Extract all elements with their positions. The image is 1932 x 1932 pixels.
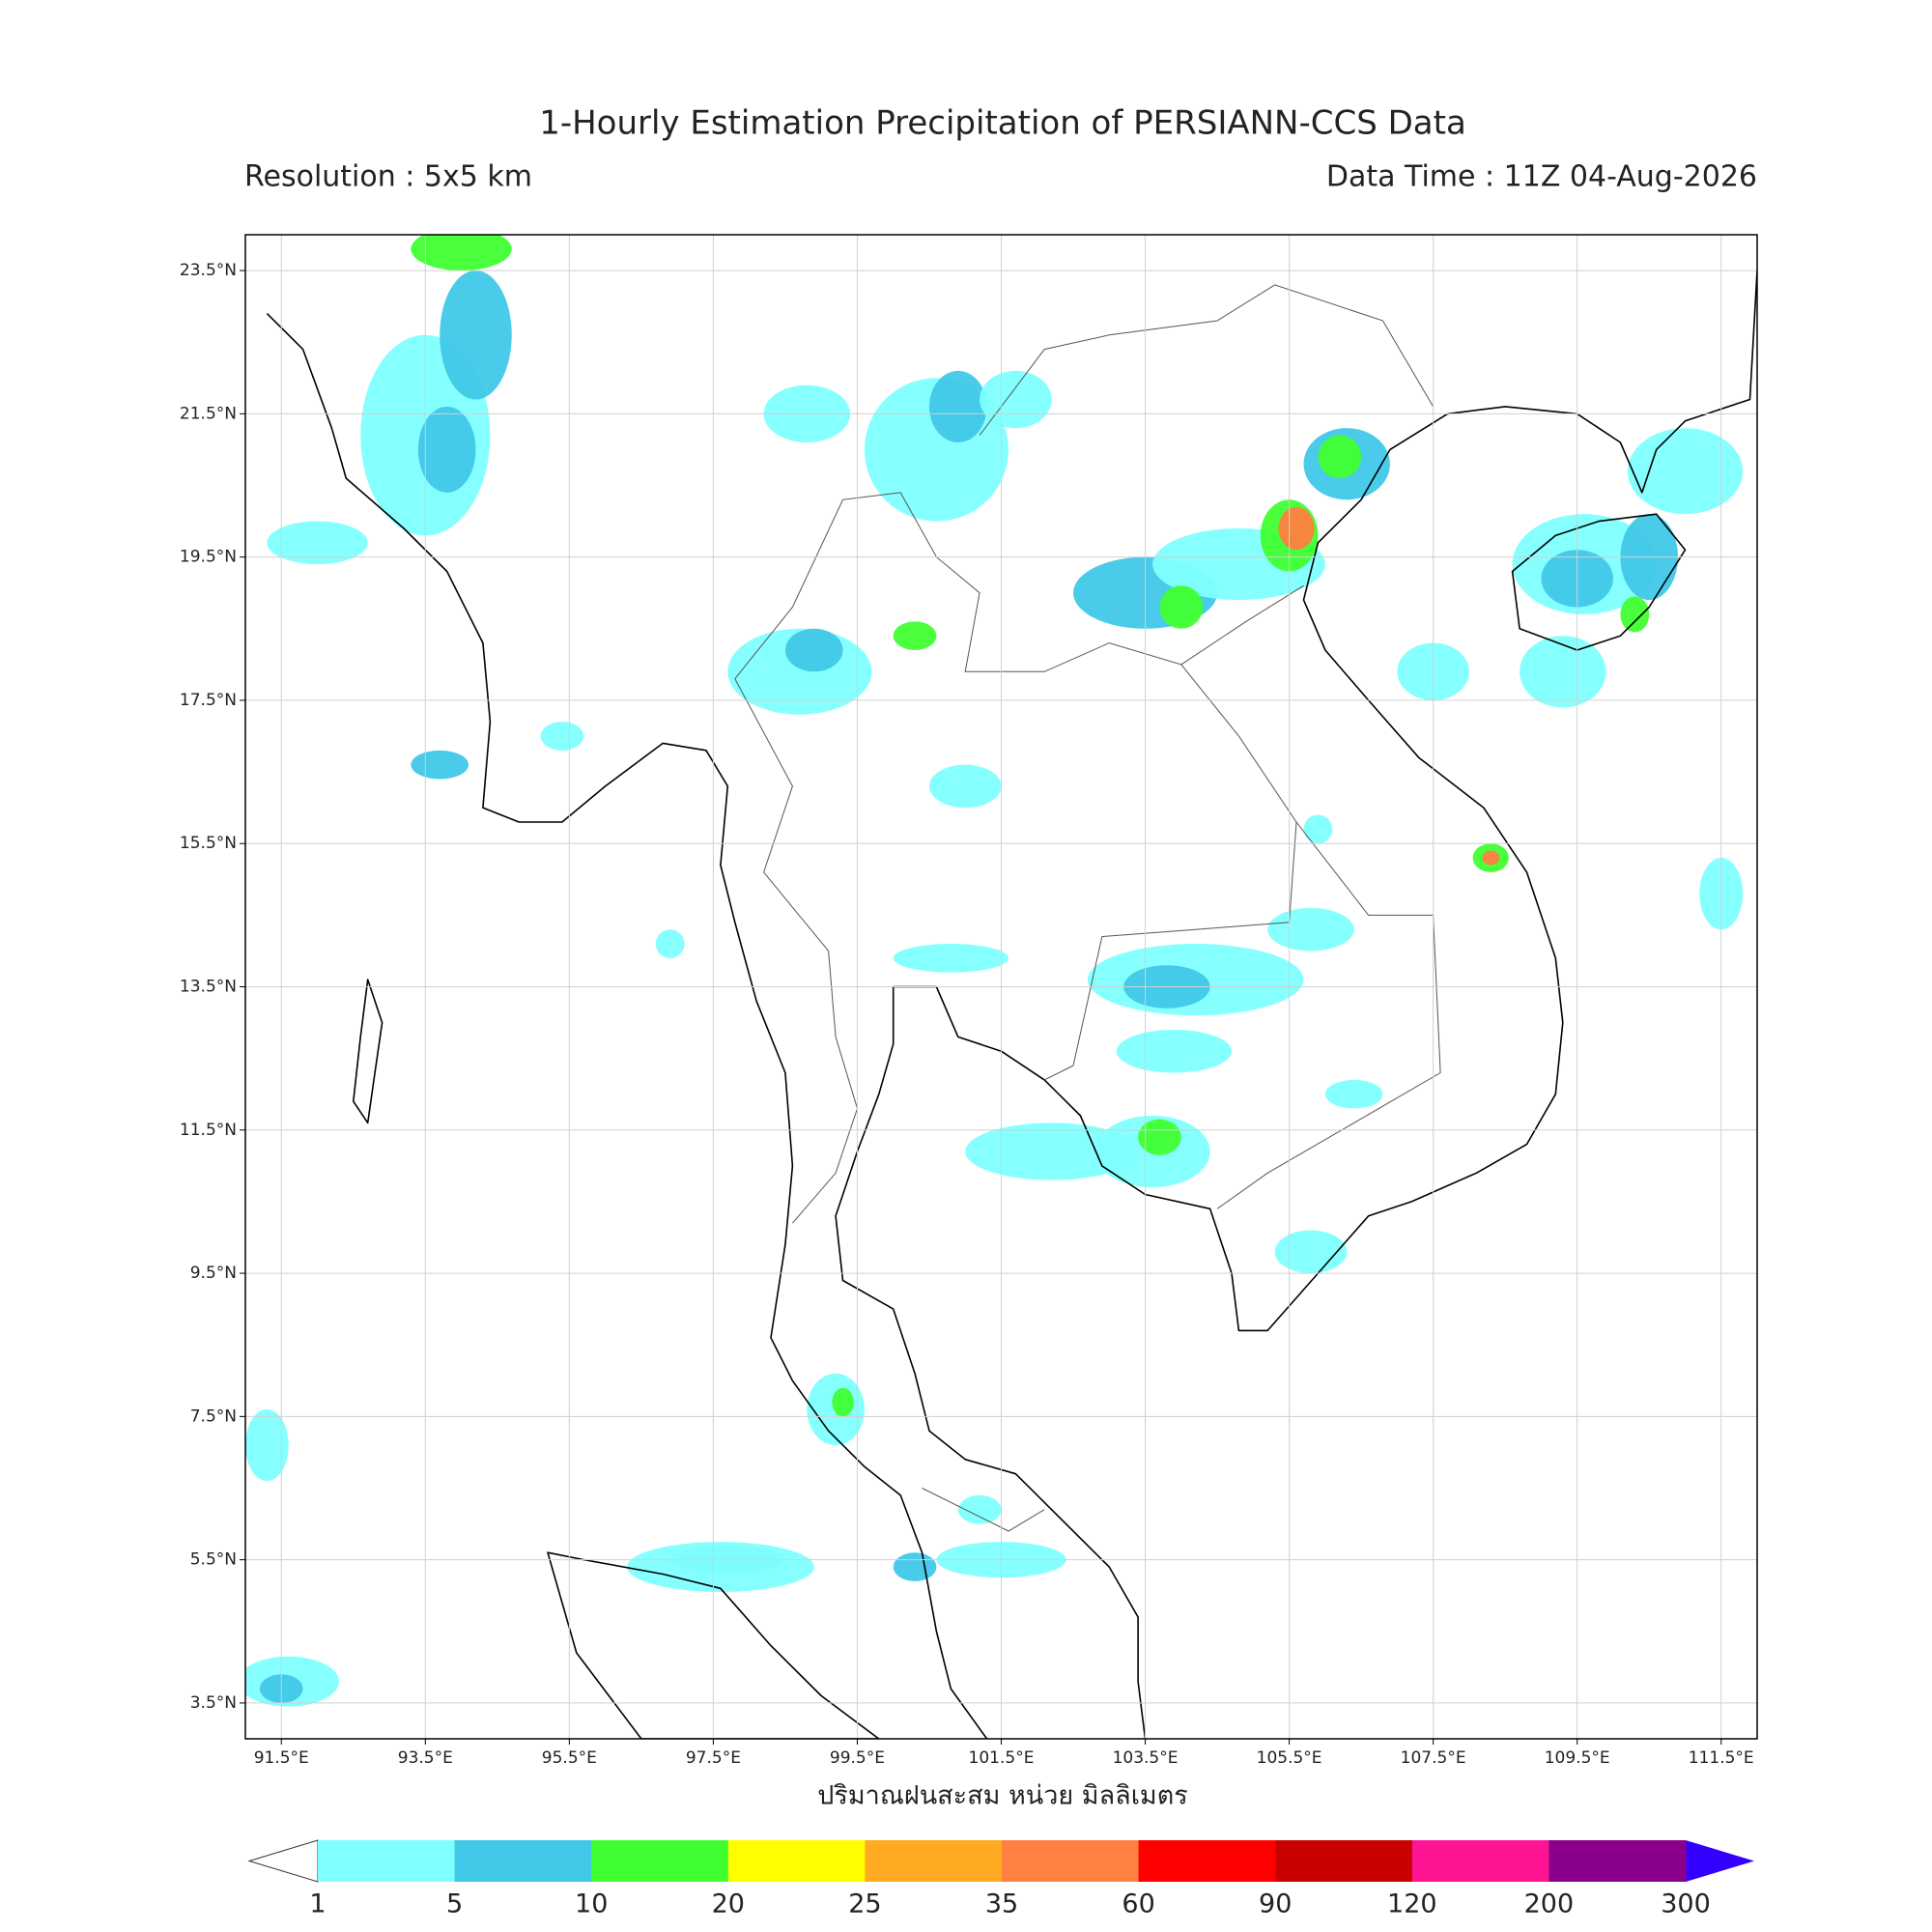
x-tick-label: 107.5°E (1401, 1748, 1466, 1768)
colorbar-segment (591, 1840, 729, 1882)
y-tick-label: 3.5°N (190, 1693, 237, 1713)
rain-area (1278, 506, 1315, 551)
x-tick-label: 111.5°E (1689, 1748, 1754, 1768)
rain-area (245, 1408, 289, 1482)
thailand-border (734, 678, 859, 1224)
colorbar-segment (1138, 1840, 1276, 1882)
thailand-border (922, 1488, 1045, 1532)
x-axis-label: ปริมาณฝนสะสม หน่วย มิลลิเมตร (817, 1781, 1188, 1811)
x-tick-label: 95.5°E (542, 1748, 597, 1768)
y-tick-label: 17.5°N (180, 691, 237, 710)
data-time: Data Time : 11Z 04-Aug-2026 (1326, 160, 1757, 194)
rain-area (893, 1552, 937, 1581)
y-tick-label: 21.5°N (180, 404, 237, 423)
map-content (245, 235, 1757, 1739)
rain-area (1116, 1029, 1232, 1073)
colorbar-label: 5 (446, 1889, 463, 1919)
colorbar-segment (1275, 1840, 1413, 1882)
coastline (835, 270, 1757, 1739)
colorbar-label: 300 (1661, 1889, 1711, 1919)
rain-area (540, 722, 584, 751)
colorbar-label: 90 (1259, 1889, 1292, 1919)
x-tick-label: 109.5°E (1545, 1748, 1610, 1768)
rain-area (440, 270, 512, 400)
y-tick-label: 15.5°N (180, 834, 237, 853)
colorbar-segment (727, 1840, 866, 1882)
island (1511, 513, 1687, 651)
rain-area (1267, 907, 1354, 952)
rain-area (1482, 850, 1500, 866)
x-tick-label: 105.5°E (1257, 1748, 1322, 1768)
colorbar-label: 25 (848, 1889, 881, 1919)
colorbar-segment (454, 1840, 592, 1882)
rain-area (957, 1494, 1002, 1524)
colorbar-label: 200 (1524, 1889, 1575, 1919)
colorbar-segment (1411, 1840, 1549, 1882)
rain-area (965, 1122, 1139, 1180)
country-border (979, 284, 1435, 436)
country-border (1216, 821, 1441, 1209)
rain-area (928, 370, 987, 443)
rain-area (411, 235, 512, 271)
y-tick-label: 19.5°N (180, 548, 237, 567)
rain-area (417, 406, 476, 493)
y-tick-label: 9.5°N (190, 1264, 237, 1283)
resolution: Resolution : 5x5 km (244, 160, 532, 194)
x-tick-label: 93.5°E (398, 1748, 453, 1768)
colorbar-label: 20 (712, 1889, 745, 1919)
rain-area (267, 521, 368, 565)
colorbar-label: 10 (575, 1889, 608, 1919)
y-tick-label: 11.5°N (180, 1121, 237, 1140)
title: 1-Hourly Estimation Precipitation of PER… (539, 104, 1466, 143)
colorbar-label: 1 (309, 1889, 326, 1919)
rain-area (928, 764, 1002, 809)
rain-area (784, 628, 843, 672)
colorbar-segment (1002, 1840, 1140, 1882)
x-tick-label: 101.5°E (969, 1748, 1035, 1768)
thailand-border (734, 492, 1297, 1081)
colorbar: 1 5 10 20 25 35 60 90 120 200 300 (247, 1839, 1754, 1919)
rain-area (1303, 814, 1333, 844)
colorbar-segment (1548, 1840, 1687, 1882)
y-tick-label: 13.5°N (180, 978, 237, 997)
rain-area (893, 944, 1009, 973)
colorbar-label: 120 (1387, 1889, 1437, 1919)
rain-area (1620, 596, 1650, 633)
rain-area (1520, 636, 1606, 708)
rain-area (832, 1387, 854, 1417)
coastline (266, 313, 988, 1739)
y-tick-label: 5.5°N (190, 1550, 237, 1570)
rain-area (893, 621, 937, 651)
colorbar-under (247, 1839, 319, 1883)
x-tick-label: 91.5°E (254, 1748, 309, 1768)
rain-area (1627, 428, 1744, 515)
y-tick-label: 23.5°N (180, 261, 237, 280)
rain-area (1318, 435, 1362, 479)
colorbar-segment (865, 1840, 1003, 1882)
island (547, 1551, 880, 1739)
map: 91.5°E 93.5°E 95.5°E 97.5°E 99.5°E 101.5°E 103… (180, 234, 1758, 1768)
colorbar-label: 60 (1122, 1889, 1154, 1919)
y-tick-label: 7.5°N (190, 1406, 237, 1426)
rain-area (626, 1542, 814, 1593)
colorbar-over (1686, 1840, 1754, 1882)
rain-area (1324, 1079, 1383, 1109)
rain-area (411, 750, 469, 780)
rain-area (1159, 585, 1204, 629)
island (353, 979, 384, 1124)
colorbar-segment (318, 1840, 456, 1882)
rain-area (1138, 1119, 1181, 1155)
country-border (1180, 584, 1304, 666)
colorbar-label: 35 (985, 1889, 1018, 1919)
rain-area (1274, 1230, 1348, 1274)
rain-area (655, 929, 685, 958)
x-tick-label: 99.5°E (830, 1748, 885, 1768)
x-tick-label: 97.5°E (686, 1748, 741, 1768)
x-tick-label: 103.5°E (1113, 1748, 1179, 1768)
rain-area (980, 370, 1052, 429)
